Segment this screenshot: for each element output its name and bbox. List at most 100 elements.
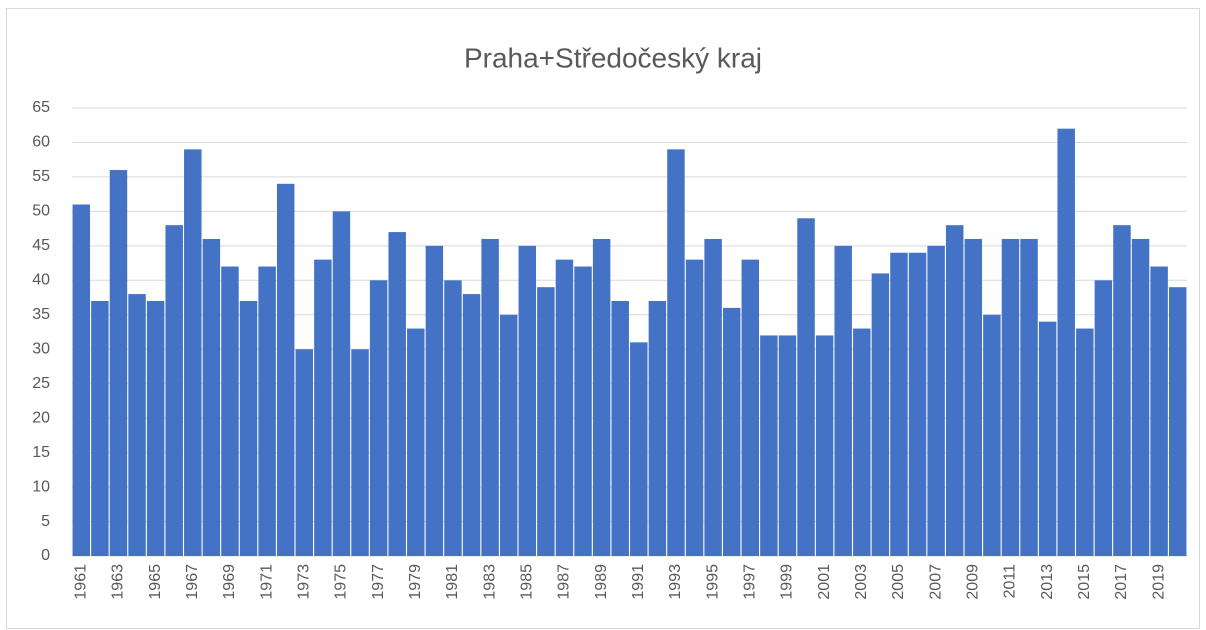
bar [1038, 321, 1057, 556]
bar [295, 349, 314, 556]
bar [722, 307, 741, 556]
bar [276, 183, 295, 557]
x-tick-label: 1999 [779, 564, 796, 600]
x-tick-label: 1963 [110, 564, 127, 600]
bar [555, 259, 574, 556]
bar [444, 280, 462, 556]
x-tick-label: 2017 [1113, 564, 1130, 600]
bar [797, 218, 815, 556]
bar [871, 273, 890, 556]
x-tick-label: 1981 [444, 564, 461, 600]
y-tick-label: 15 [32, 444, 50, 461]
bar [351, 349, 369, 556]
bar [927, 245, 945, 556]
bar [834, 245, 852, 556]
bar [741, 259, 760, 556]
chart-title: Praha+Středočeský kraj [464, 42, 762, 73]
bar [1001, 238, 1020, 556]
bar [239, 300, 258, 556]
x-tick-label: 2013 [1039, 564, 1056, 600]
bar [91, 300, 109, 556]
x-tick-label: 1991 [630, 564, 647, 600]
bar [760, 335, 778, 556]
bar [1020, 238, 1038, 556]
bar [388, 232, 406, 557]
bar [945, 225, 964, 556]
x-tick-label: 1961 [73, 564, 90, 600]
bar [146, 300, 165, 556]
x-tick-label: 1979 [407, 564, 424, 600]
bar [890, 252, 908, 556]
bar [630, 342, 648, 556]
x-tick-label: 1997 [742, 564, 759, 600]
bar [462, 294, 481, 556]
x-tick-label: 2019 [1150, 564, 1167, 600]
x-tick-label: 2003 [853, 564, 870, 600]
bar [964, 238, 983, 556]
bar [128, 294, 146, 556]
bar [481, 238, 499, 556]
x-tick-label: 1989 [593, 564, 610, 600]
x-tick-label: 1993 [667, 564, 684, 600]
bar [425, 245, 444, 556]
bar [667, 149, 685, 556]
y-tick-label: 10 [32, 478, 50, 495]
bar [537, 287, 555, 556]
x-tick-label: 1975 [333, 564, 350, 600]
x-tick-label: 2011 [1002, 564, 1019, 599]
y-tick-label: 60 [32, 134, 50, 151]
bar [407, 328, 425, 556]
bar [1168, 287, 1187, 556]
bar [778, 335, 797, 556]
bar [611, 300, 629, 556]
y-tick-label: 45 [32, 237, 50, 254]
x-tick-label: 1971 [258, 564, 275, 600]
x-tick-label: 2001 [816, 564, 833, 600]
bar [258, 266, 276, 556]
bar [109, 170, 128, 556]
bar [648, 300, 667, 556]
y-tick-label: 30 [32, 340, 50, 357]
bar [1131, 238, 1150, 556]
bar [221, 266, 239, 556]
y-tick-label: 35 [32, 306, 50, 323]
y-tick-label: 65 [32, 99, 50, 116]
bar [1094, 280, 1113, 556]
bar [815, 335, 834, 556]
y-tick-label: 50 [32, 203, 50, 220]
x-tick-label: 2009 [965, 564, 982, 600]
bar [202, 238, 221, 556]
x-tick-label: 1983 [481, 564, 498, 600]
bar [165, 225, 183, 556]
bar [518, 245, 537, 556]
x-tick-label: 1977 [370, 564, 387, 600]
bar [853, 328, 871, 556]
x-tick-label: 2005 [890, 564, 907, 600]
y-tick-label: 40 [32, 272, 50, 289]
bar [1057, 128, 1075, 556]
bar [704, 238, 722, 556]
y-tick-label: 5 [41, 513, 50, 530]
x-tick-label: 1987 [556, 564, 573, 600]
y-tick-label: 20 [32, 409, 50, 426]
bar [332, 211, 351, 556]
x-tick-label: 1965 [147, 564, 164, 600]
x-tick-label: 1995 [704, 564, 721, 600]
bar [592, 238, 611, 556]
bar [908, 252, 927, 556]
y-tick-label: 0 [41, 547, 50, 564]
bar [574, 266, 592, 556]
x-tick-label: 1985 [519, 564, 536, 600]
x-tick-label: 1973 [296, 564, 313, 600]
bar [72, 204, 91, 556]
bar [184, 149, 202, 556]
bar [1076, 328, 1094, 556]
x-tick-label: 2007 [927, 564, 944, 600]
bar [499, 314, 518, 556]
x-tick-label: 1967 [184, 564, 201, 600]
y-tick-label: 55 [32, 168, 50, 185]
x-tick-label: 2015 [1076, 564, 1093, 600]
bar [685, 259, 704, 556]
bar [983, 314, 1001, 556]
